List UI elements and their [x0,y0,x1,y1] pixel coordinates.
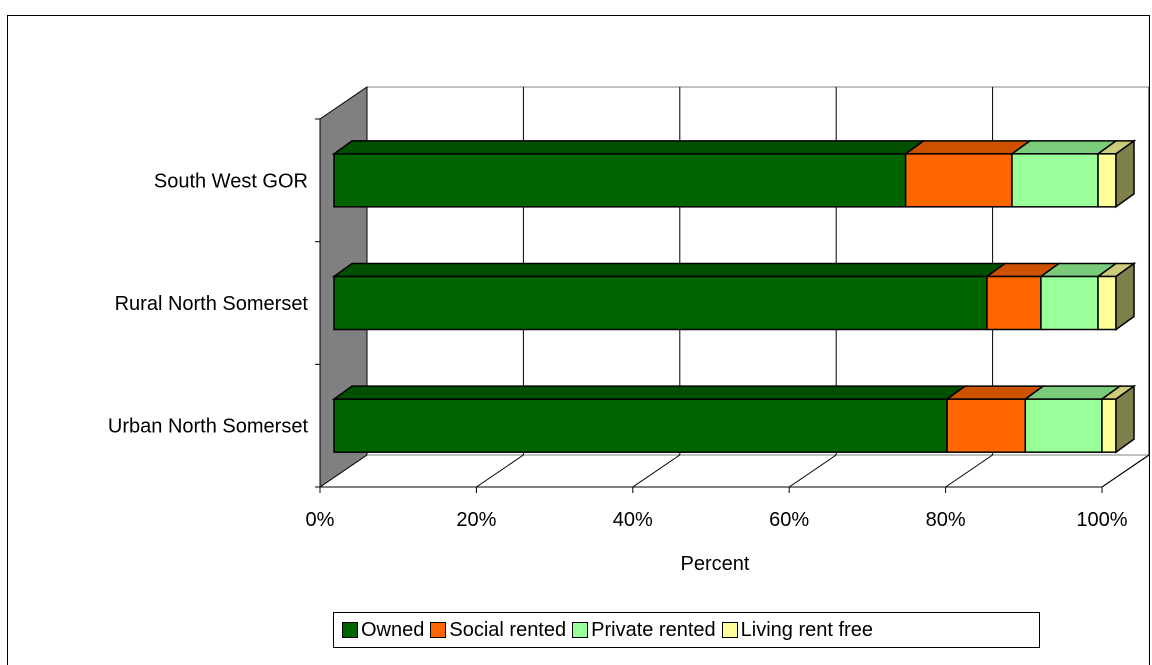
bar-segment [903,140,1033,208]
legend-label: Owned [361,618,425,641]
legend-swatch [342,622,358,638]
category-labels: South West GOR Rural North Somerset Urban … [108,170,309,437]
bar-front [904,153,1013,208]
bar-segment [1099,384,1137,454]
bar-front [1101,398,1117,453]
bar-front [333,398,948,453]
bar-side [1115,262,1135,331]
category-label: Urban North Somerset [108,416,309,438]
legend-swatch [430,622,447,638]
bar-segment [944,385,1046,453]
legend-swatch [721,622,738,638]
bar-segment [331,262,1008,331]
bar-front [946,398,1027,453]
x-tick-label: 80% [926,509,966,531]
legend-item: Living rent free [721,618,873,642]
x-tick-label: 60% [769,509,809,531]
bar-side [1115,139,1135,209]
bar-front [1097,153,1117,208]
bar-segment [1095,262,1137,331]
bar-segment [1095,139,1137,209]
floor-gridline [788,454,837,488]
category-label: Rural North Somerset [115,293,309,315]
bar-side [1115,384,1135,454]
legend: Owned Social rented Private rented Living r… [333,612,1040,648]
bar-front [1024,398,1103,453]
legend-label: Private rented [591,618,716,641]
floor [318,454,1151,488]
legend-swatch [572,622,589,638]
bar-front [333,153,907,208]
bar-segment [984,262,1062,331]
legend-item: Owned [342,619,424,642]
bar-front [1040,275,1099,331]
bar-segment [1022,385,1123,453]
x-axis-ticks: 0% 20% 40% 60% 80% 100% [306,487,1128,531]
y-axis-ticks [315,118,321,488]
bar-segment [1009,140,1119,208]
legend-item: Social rented [430,619,566,642]
legend-label: Social rented [449,618,567,641]
bar-segment [1038,262,1119,331]
floor-gridline [319,454,368,488]
bar-segment [331,385,968,453]
category-label: South West GOR [154,170,308,192]
bars [331,139,1137,454]
x-tick-label: 20% [456,509,496,531]
bar-front [1097,275,1117,331]
x-tick-label: 100% [1076,509,1127,531]
bar-top [903,140,1033,155]
x-axis-title: Percent [681,553,750,575]
bar-segment [331,140,926,208]
legend-label: Living rent free [740,618,873,641]
bar-front [986,275,1042,331]
floor-gridline [945,454,993,488]
floor-right-edge [1101,454,1150,488]
floor-gridline [476,454,524,488]
floor-gridline [632,454,681,488]
bar-top [331,140,926,155]
legend-item: Private rented [572,619,716,642]
bar-front [1011,153,1099,208]
bar-top [331,262,1008,278]
x-tick-label: 0% [306,509,335,531]
bar-front [333,275,988,331]
x-tick-label: 40% [613,509,653,531]
bar-top [331,385,968,400]
